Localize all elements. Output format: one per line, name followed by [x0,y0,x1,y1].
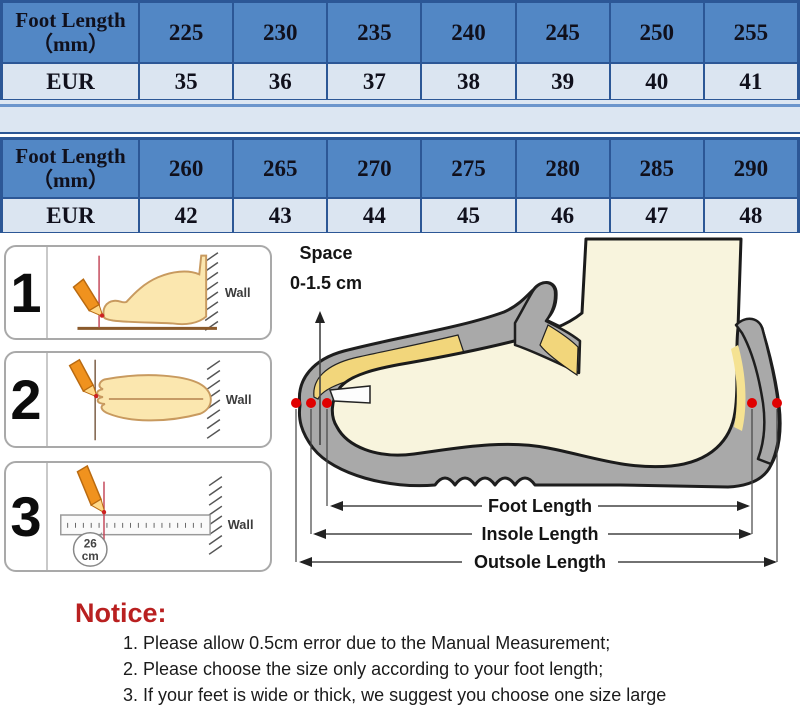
table-divider [0,104,800,107]
eur-cell: 36 [233,63,328,100]
step-number: 1 [6,247,48,338]
outsole-length-label: Outsole Length [474,552,606,572]
table-divider [0,134,800,137]
measure-step-3: 3 [4,461,272,572]
foot-length-arrow [330,501,750,511]
outsole-length-arrow [299,557,777,567]
size-table-large: Foot Length （mm） 260 265 270 275 280 285… [0,137,800,233]
eur-cell: 47 [609,198,704,233]
ruler-ticks [67,522,202,528]
mm-cell: 285 [609,139,704,198]
size-table-small: Foot Length （mm） 225 230 235 240 245 250… [0,0,800,100]
table-divider [0,100,800,104]
space-label: Space [299,243,352,263]
mm-cell: 255 [703,2,798,63]
mm-cell: 280 [515,139,610,198]
foot-length-label: Foot Length [488,496,592,516]
eur-cell: 41 [703,63,798,100]
guide-lines [295,409,778,562]
foot-length-header: Foot Length （mm） [2,139,139,198]
mm-cell: 250 [609,2,704,63]
mm-cell: 260 [139,139,234,198]
notice-list: 1. Please allow 0.5cm error due to the M… [123,630,666,708]
notice-item: 3. If your feet is wide or thick, we sug… [123,685,667,705]
step-number: 3 [6,463,48,570]
wall-label: Wall [228,517,254,532]
step-2-illustration: Wall [48,353,270,446]
measure-step-1: 1 Wall [4,245,272,340]
mm-cell: 245 [515,2,610,63]
mm-cell: 265 [233,139,328,198]
shoe-cross-section-diagram: Space 0-1.5 cm [290,233,800,593]
ruler-mark-unit: cm [82,550,99,563]
step-number: 2 [6,353,48,446]
eur-cell: 37 [327,63,422,100]
ruler [60,514,211,536]
mm-cell: 275 [421,139,516,198]
foot-length-header-line2: （mm） [32,31,109,56]
step-1-illustration: Wall [48,247,270,338]
mm-cell: 270 [327,139,422,198]
step-2-svg: Wall [68,358,252,441]
foot-top-view [96,374,212,422]
step-1-svg: Wall [72,252,251,331]
mm-cell: 230 [233,2,328,63]
pencil-icon [72,278,105,318]
notice-item: 1. Please allow 0.5cm error due to the M… [123,633,611,653]
eur-cell: 48 [703,198,798,233]
mm-cell: 225 [139,2,234,63]
insole-length-label: Insole Length [482,524,599,544]
wall-hatch-icon [204,252,219,331]
eur-cell: 43 [233,198,328,233]
space-arrow-icon [315,311,325,323]
eur-cell: 40 [609,63,704,100]
eur-cell: 35 [139,63,234,100]
eur-cell: 44 [327,198,422,233]
eur-cell: 42 [139,198,234,233]
mm-cell: 235 [327,2,422,63]
insole-length-arrow [313,529,752,539]
measure-point-dots [291,398,782,408]
eur-cell: 39 [515,63,610,100]
wall-hatch-icon [206,360,221,439]
eur-cell: 38 [421,63,516,100]
wall-hatch-icon [208,476,223,555]
ruler-mark-value: 26 [84,537,98,550]
foot-length-header: Foot Length （mm） [2,2,139,63]
shoe-svg: Space 0-1.5 cm [290,237,782,572]
eur-row-label: EUR [2,198,139,233]
table-divider [0,107,800,134]
pencil-icon [68,358,99,399]
heel-lining [731,345,746,431]
toe-gap-notch [328,385,371,404]
measure-step-2: 2 Wall [4,351,272,448]
eur-cell: 46 [515,198,610,233]
eur-cell: 45 [421,198,516,233]
wall-label: Wall [225,285,251,300]
eur-row-label: EUR [2,63,139,100]
mm-cell: 290 [703,139,798,198]
foot-length-header-line1: Foot Length [15,7,126,32]
pencil-icon [76,464,107,515]
wall-label: Wall [226,392,252,407]
mm-cell: 240 [421,2,516,63]
step-3-illustration: 26 cm Wall [48,463,270,570]
step-3-svg: 26 cm Wall [60,464,254,567]
tongue-padding [539,324,579,377]
measurement-callout: 26 cm [72,531,108,567]
space-annotation: Space 0-1.5 cm [290,243,362,445]
foot-side-view [102,254,208,326]
notice-title: Notice: [75,598,167,628]
space-range-label: 0-1.5 cm [290,273,362,293]
foot-length-header-line2: （mm） [32,167,109,192]
foot-length-header-line1: Foot Length [15,143,126,168]
notice-item: 2. Please choose the size only according… [123,659,604,679]
